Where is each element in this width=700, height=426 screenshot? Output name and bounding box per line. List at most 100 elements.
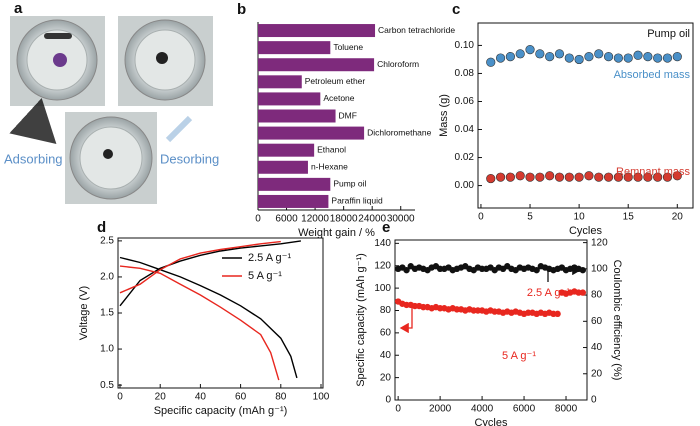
data-point xyxy=(643,52,653,62)
y-tick-label: 20 xyxy=(380,372,392,383)
step-label: Adsorbing xyxy=(4,151,63,166)
y-tick-label: 0.02 xyxy=(455,152,475,163)
x-tick-label: 40 xyxy=(195,392,207,403)
data-point xyxy=(486,57,496,67)
x-tick-label: 6000 xyxy=(513,404,536,415)
legend-label: 2.5 A g⁻¹ xyxy=(248,252,291,264)
data-point xyxy=(653,53,663,63)
y2-tick-label: 40 xyxy=(591,342,603,353)
arrow xyxy=(165,115,193,143)
bar xyxy=(258,92,321,106)
category-label: Ethanol xyxy=(317,144,346,154)
bar xyxy=(258,126,365,140)
legend-label: 5 A g⁻¹ xyxy=(248,270,282,282)
x-tick-label: 5 xyxy=(527,212,533,223)
line-curve xyxy=(119,256,298,379)
data-point xyxy=(662,172,673,182)
x-tick-label: 24000 xyxy=(358,214,386,225)
x-tick-label: 80 xyxy=(275,392,287,403)
sponge xyxy=(156,52,168,64)
y-axis-label: Voltage (V) xyxy=(78,286,90,340)
series-label: 2.5 A g⁻¹ xyxy=(527,287,570,299)
y-tick-label: 140 xyxy=(374,238,391,249)
data-point xyxy=(574,54,584,65)
data-point xyxy=(584,52,594,62)
data-point xyxy=(505,172,515,182)
x-tick-label: 0 xyxy=(395,404,401,415)
x-tick-label: 20 xyxy=(155,392,167,403)
data-point xyxy=(564,172,574,182)
x-tick-label: 15 xyxy=(623,212,635,223)
data-point xyxy=(486,173,496,184)
y-tick-label: 0 xyxy=(385,395,391,406)
x-tick-label: 12000 xyxy=(301,214,329,225)
data-point xyxy=(633,172,643,182)
bar xyxy=(258,58,375,72)
x-tick-label: 0 xyxy=(478,212,484,223)
y-tick-label: 100 xyxy=(374,283,391,294)
y2-tick-label: 60 xyxy=(591,316,603,327)
series-label: Absorbed mass xyxy=(614,69,691,81)
data-point xyxy=(594,172,604,182)
bar xyxy=(258,177,331,191)
x-tick-label: 8000 xyxy=(555,404,578,415)
panel-label: c xyxy=(452,1,460,18)
data-point xyxy=(623,53,633,63)
data-point xyxy=(554,49,565,59)
x-tick-label: 60 xyxy=(235,392,247,403)
bar xyxy=(258,143,315,157)
y-tick-label: 120 xyxy=(374,260,391,271)
y-tick-label: 2.5 xyxy=(100,236,114,247)
line-curve xyxy=(119,240,301,307)
data-point xyxy=(662,53,673,63)
y-tick-label: 0.5 xyxy=(100,380,114,391)
y-tick-label: 2.0 xyxy=(100,272,114,283)
plot-frame xyxy=(477,22,694,209)
data-point xyxy=(574,172,584,182)
plot-frame xyxy=(117,237,324,389)
data-point xyxy=(672,171,682,181)
data-point xyxy=(554,172,565,182)
data-point xyxy=(579,289,587,296)
category-label: Acetone xyxy=(323,93,354,103)
y-tick-label: 0.08 xyxy=(455,68,475,79)
x-tick-label: 0 xyxy=(255,214,261,225)
dye-spot xyxy=(53,53,67,67)
data-point xyxy=(554,310,561,318)
chart-title: Pump oil xyxy=(647,28,690,40)
y-tick-label: 0.06 xyxy=(455,96,475,107)
category-label: Dichloromethane xyxy=(367,127,432,137)
y-tick-label: 80 xyxy=(380,305,392,316)
data-point xyxy=(603,172,614,182)
x-axis-label: Weight gain / % xyxy=(298,227,375,239)
bar xyxy=(258,194,329,208)
data-point xyxy=(653,172,663,182)
data-point xyxy=(564,53,574,63)
data-point xyxy=(623,172,633,182)
data-point xyxy=(613,53,623,63)
data-point xyxy=(535,49,545,59)
data-point xyxy=(515,49,525,59)
data-point xyxy=(505,52,515,62)
y-tick-label: 1.0 xyxy=(100,344,114,355)
data-point xyxy=(603,52,614,62)
category-label: Pump oil xyxy=(333,179,366,189)
x-tick-label: 6000 xyxy=(275,214,298,225)
bar xyxy=(258,160,308,174)
bar xyxy=(258,41,331,55)
arrow xyxy=(9,97,57,145)
data-point xyxy=(613,172,623,182)
data-point xyxy=(533,266,540,274)
category-label: Petroleum ether xyxy=(305,76,366,86)
data-point xyxy=(535,172,545,182)
data-point xyxy=(495,53,506,63)
category-label: Toluene xyxy=(333,42,363,52)
data-point xyxy=(584,171,594,181)
bar xyxy=(258,75,302,89)
data-point xyxy=(515,171,525,181)
y-axis-label: Specific capacity (mAh g⁻¹) xyxy=(355,253,367,387)
data-point xyxy=(525,172,535,182)
y2-axis-label: Coulombic efficiency (%) xyxy=(611,260,623,381)
x-axis-label: Specific capacity (mAh g⁻¹) xyxy=(154,405,288,417)
